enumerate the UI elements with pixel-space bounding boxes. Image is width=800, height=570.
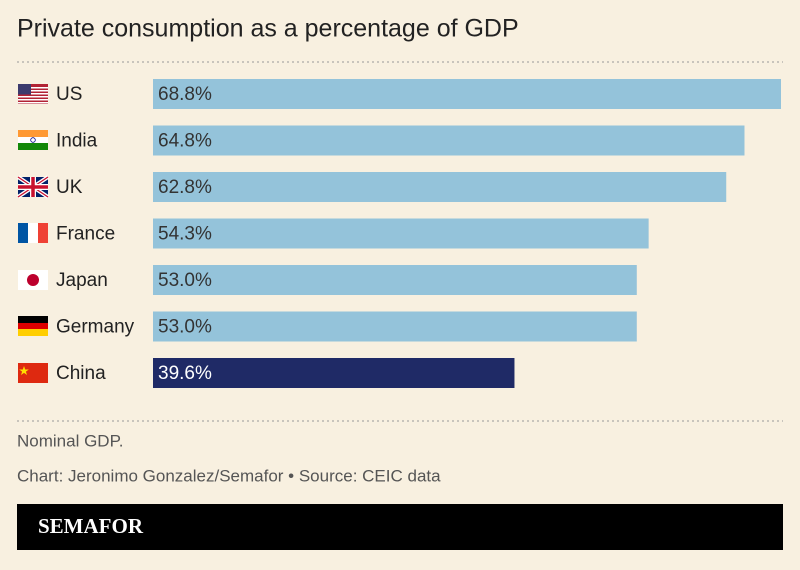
value-label: 53.0% [158,270,212,291]
value-label: 62.8% [158,177,212,198]
flag-china [18,363,48,383]
category-label: Germany [56,317,135,338]
note: Nominal GDP. [17,431,123,450]
flag-france [18,223,48,243]
bar [153,218,649,249]
bar [153,265,637,295]
category-label: China [56,363,106,384]
bar [153,311,637,342]
flag-germany [18,316,48,336]
brand: SEMAFOR [38,514,144,538]
bar [153,358,515,388]
value-label: 53.0% [158,317,212,338]
bar [153,125,745,156]
flag-india [18,130,48,150]
value-label: 64.8% [158,131,212,152]
category-label: Japan [56,270,108,291]
category-label: India [56,131,98,152]
flag-us [18,84,48,104]
flag-japan [18,270,48,290]
value-label: 54.3% [158,224,212,245]
value-label: 39.6% [158,363,212,384]
chart-title: Private consumption as a percentage of G… [17,15,519,43]
bar [153,172,727,202]
flags [16,84,50,383]
flag-uk [16,175,50,199]
value-label: 68.8% [158,84,212,105]
category-label: UK [56,177,83,198]
bar [153,79,781,109]
category-label: France [56,224,115,245]
brand-band [17,504,783,550]
category-label: US [56,84,82,105]
source: Chart: Jeronimo Gonzalez/Semafor • Sourc… [17,466,441,485]
